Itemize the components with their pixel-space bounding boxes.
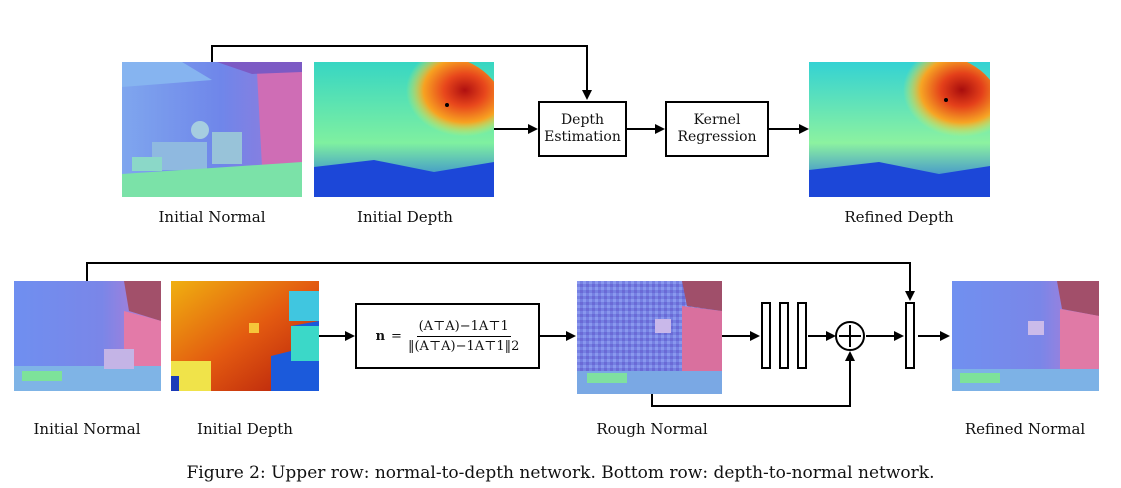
- refined-normal-image: [952, 281, 1099, 391]
- initial-normal-label-bottom: Initial Normal: [33, 420, 141, 438]
- depth-estimation-line2: Estimation: [544, 129, 621, 145]
- initial-normal-label-top: Initial Normal: [158, 208, 266, 226]
- depth-estimation-line1: Depth: [560, 112, 605, 128]
- formula-fraction: (A⊤A)−1A⊤1 ‖(A⊤A)−1A⊤1‖2: [408, 319, 519, 354]
- initial-normal-image-bottom: [14, 281, 161, 391]
- concat-layer: [905, 302, 915, 369]
- initial-depth-image-top: [314, 62, 494, 197]
- refined-normal-label: Refined Normal: [964, 420, 1086, 438]
- conv-layer-3: [797, 302, 807, 369]
- rough-normal-image: [577, 281, 722, 394]
- formula-denominator: ‖(A⊤A)−1A⊤1‖2: [407, 338, 520, 354]
- initial-depth-label-top: Initial Depth: [357, 208, 453, 226]
- initial-normal-image-top: [122, 62, 302, 197]
- formula-numerator: (A⊤A)−1A⊤1: [416, 319, 511, 337]
- initial-depth-label-bottom: Initial Depth: [197, 420, 293, 438]
- initial-depth-image-bottom: [171, 281, 319, 391]
- refined-depth-image: [809, 62, 990, 197]
- conv-layer-1: [761, 302, 771, 369]
- formula-lhs: n: [375, 328, 386, 344]
- conv-layer-2: [779, 302, 789, 369]
- depth-estimation-box: Depth Estimation: [538, 101, 627, 157]
- kernel-regression-box: Kernel Regression: [665, 101, 769, 157]
- residual-arrow: [651, 351, 855, 407]
- formula-equals: =: [391, 328, 402, 344]
- skip-arrow-top: [211, 45, 592, 100]
- kernel-regression-line1: Kernel: [693, 112, 741, 128]
- skip-arrow-bottom: [86, 262, 915, 301]
- normal-formula-box: n = (A⊤A)−1A⊤1 ‖(A⊤A)−1A⊤1‖2: [355, 303, 540, 369]
- refined-depth-label: Refined Depth: [844, 208, 954, 226]
- rough-normal-label: Rough Normal: [596, 420, 708, 438]
- plus-icon: [835, 321, 865, 351]
- kernel-regression-line2: Regression: [677, 129, 757, 145]
- figure-caption: Figure 2: Upper row: normal-to-depth net…: [186, 463, 935, 483]
